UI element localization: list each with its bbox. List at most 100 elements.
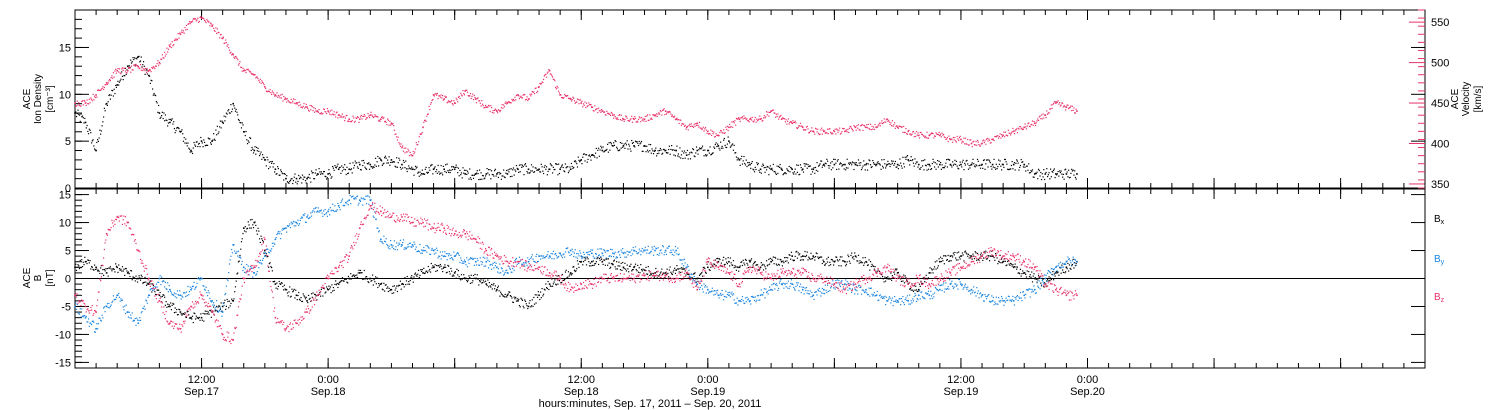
b-field-scatter-dot — [1009, 264, 1011, 266]
b-field-scatter-dot — [375, 283, 377, 285]
density-scatter-dot — [766, 165, 768, 168]
density-scatter-dot — [487, 169, 490, 171]
velocity-scatter-dot — [750, 117, 752, 119]
b-field-data-point — [443, 255, 445, 257]
velocity-scatter-dot — [1020, 128, 1022, 130]
density-scatter-dot — [404, 166, 406, 169]
density-scatter-dot — [669, 153, 671, 155]
b-field-data-point — [84, 316, 87, 319]
b-field-scatter-dot — [811, 258, 813, 260]
velocity-scatter-dot — [784, 121, 787, 123]
velocity-scatter-dot — [930, 132, 933, 134]
velocity-scatter-dot — [621, 119, 623, 122]
velocity-scatter-dot — [884, 121, 886, 123]
density-scatter-dot — [964, 164, 967, 166]
density-scatter-dot — [298, 178, 301, 180]
velocity-scatter-dot — [113, 76, 115, 78]
b-field-scatter-dot — [371, 274, 374, 276]
b-field-scatter-dot — [366, 195, 368, 197]
density-scatter-dot — [622, 146, 624, 148]
velocity-scatter-dot — [289, 101, 291, 103]
b-field-scatter-dot — [938, 258, 940, 260]
density-scatter-dot — [304, 176, 306, 178]
density-scatter-dot — [262, 156, 264, 159]
velocity-scatter-dot — [136, 65, 138, 67]
density-scatter-dot — [1014, 169, 1016, 171]
velocity-scatter-dot — [431, 99, 433, 102]
velocity-scatter-dot — [894, 127, 896, 129]
velocity-scatter-dot — [585, 102, 588, 104]
velocity-scatter-dot — [945, 138, 947, 140]
velocity-scatter-dot — [872, 126, 875, 128]
density-scatter-dot — [796, 164, 798, 166]
b-field-scatter-dot — [125, 304, 127, 306]
b-field-scatter-dot — [429, 253, 432, 255]
b-field-scatter-dot — [361, 272, 363, 274]
density-scatter-dot — [717, 143, 719, 145]
b-field-scatter-dot — [256, 233, 258, 235]
velocity-scatter-dot — [361, 118, 363, 120]
b-field-scatter-dot — [346, 281, 348, 283]
density-scatter-dot — [332, 165, 334, 168]
b-field-scatter-dot — [648, 270, 650, 272]
velocity-scatter-dot — [542, 81, 544, 84]
velocity-scatter-dot — [441, 97, 443, 99]
b-field-scatter-dot — [237, 255, 239, 257]
density-scatter-dot — [465, 169, 467, 171]
density-scatter-dot — [775, 173, 777, 176]
density-scatter-dot — [1015, 162, 1017, 164]
density-data-point — [865, 163, 867, 166]
density-scatter-dot — [198, 142, 200, 145]
velocity-scatter-dot — [301, 107, 304, 109]
density-scatter-dot — [1049, 178, 1051, 180]
density-scatter-dot — [390, 161, 392, 164]
b-field-data-point — [200, 277, 203, 280]
velocity-scatter-dot — [245, 71, 247, 74]
b-field-scatter-dot — [704, 267, 706, 270]
velocity-scatter-dot — [659, 110, 661, 112]
velocity-scatter-dot — [233, 56, 235, 58]
velocity-scatter-dot — [303, 102, 305, 105]
b-field-scatter-dot — [818, 257, 820, 259]
density-scatter-dot — [888, 163, 890, 165]
velocity-scatter-dot — [194, 18, 197, 20]
density-scatter-dot — [427, 171, 429, 173]
b-field-scatter-dot — [178, 294, 180, 296]
density-data-point — [981, 163, 983, 166]
velocity-scatter-dot — [692, 126, 695, 128]
velocity-scatter-dot — [319, 113, 322, 115]
density-scatter-dot — [823, 165, 826, 167]
b-field-scatter-dot — [1042, 278, 1044, 280]
b-field-data-point — [960, 255, 962, 257]
density-scatter-dot — [688, 153, 690, 156]
density-scatter-dot — [906, 156, 908, 158]
b-field-scatter-dot — [269, 262, 271, 264]
density-scatter-dot — [711, 152, 713, 155]
b-field-scatter-dot — [284, 227, 286, 229]
b-field-scatter-dot — [678, 271, 680, 273]
velocity-scatter-dot — [732, 126, 734, 128]
b-field-scatter-dot — [731, 264, 733, 266]
density-scatter-dot — [958, 168, 960, 170]
b-field-scatter-dot — [470, 274, 472, 276]
density-scatter-dot — [567, 171, 570, 174]
b-field-scatter-dot — [352, 195, 354, 197]
b-field-scatter-dot — [305, 296, 307, 298]
b-field-data-point — [116, 294, 118, 297]
velocity-scatter-dot — [801, 125, 803, 127]
velocity-scatter-dot — [975, 140, 977, 143]
density-scatter-dot — [864, 169, 866, 171]
velocity-scatter-dot — [425, 120, 427, 122]
density-scatter-dot — [1013, 162, 1016, 164]
density-scatter-dot — [1034, 172, 1037, 174]
density-scatter-dot — [274, 171, 276, 173]
b-field-data-point — [179, 311, 182, 313]
density-scatter-dot — [920, 166, 922, 169]
b-field-scatter-dot — [503, 296, 506, 298]
b-field-scatter-dot — [526, 305, 528, 307]
density-scatter-dot — [564, 171, 566, 173]
b-field-scatter-dot — [281, 282, 283, 284]
b-field-scatter-dot — [561, 273, 564, 276]
velocity-scatter-dot — [240, 66, 242, 68]
velocity-scatter-dot — [684, 124, 686, 127]
